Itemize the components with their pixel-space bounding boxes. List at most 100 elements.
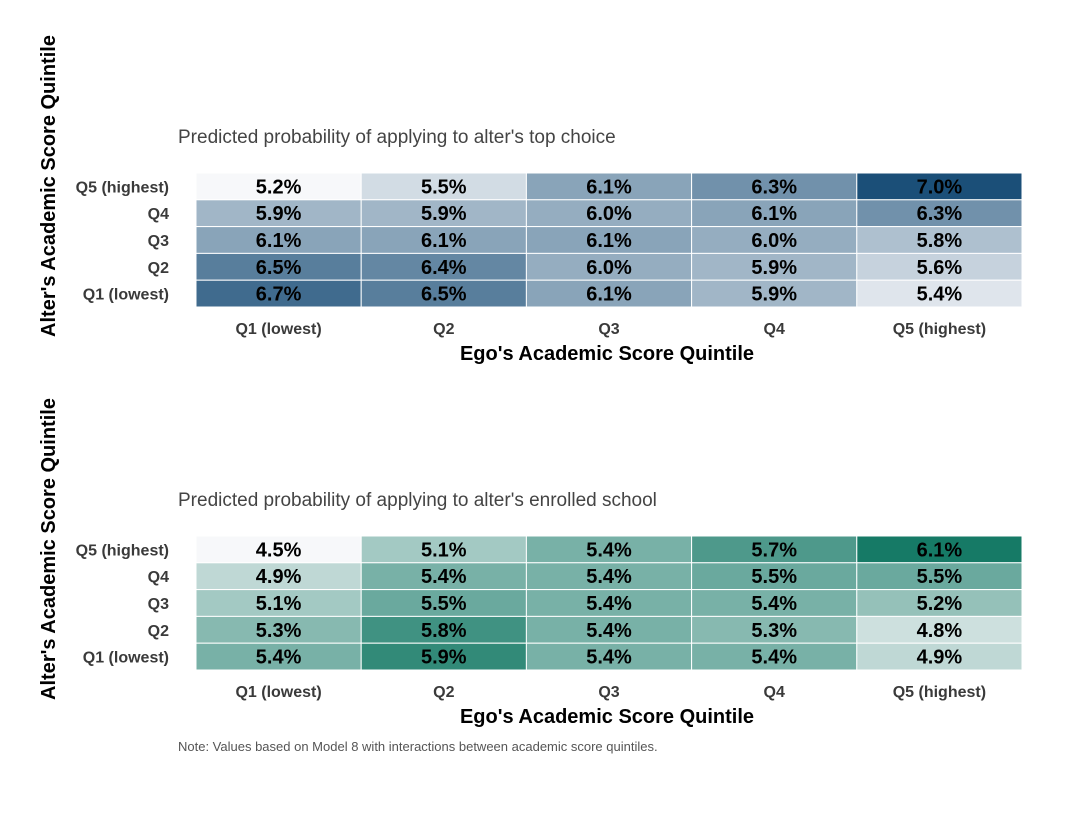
cell-value-label: 6.7% (256, 284, 302, 306)
cell-value-label: 6.5% (256, 257, 302, 279)
cell-value-label: 5.8% (421, 620, 467, 642)
heatmap-cell (525, 642, 693, 671)
heatmap-cell (360, 172, 527, 201)
x-tick-label: Q2 (433, 321, 454, 338)
y-tick-label: Q5 (highest) (76, 179, 169, 196)
cell-value-label: 6.0% (586, 257, 632, 279)
heatmap-cell (360, 589, 527, 617)
cell-value-label: 5.2% (256, 176, 302, 198)
heatmap-cell (360, 226, 527, 254)
cell-value-label: 4.9% (256, 566, 302, 588)
heatmap-cell (856, 535, 1023, 564)
heatmap-cell (195, 199, 362, 228)
heatmap-cell (525, 535, 693, 564)
cell-value-label: 5.3% (256, 620, 302, 642)
cell-value-label: 5.4% (586, 620, 632, 642)
heatmap-cell (525, 279, 693, 308)
cell-value-label: 7.0% (917, 176, 963, 198)
cell-value-label: 6.5% (421, 284, 467, 306)
cell-value-label: 6.4% (421, 257, 467, 279)
y-tick-label: Q2 (148, 623, 169, 640)
cell-value-label: 4.8% (917, 620, 963, 642)
cell-value-label: 5.5% (917, 566, 963, 588)
cell-value-label: 5.3% (751, 620, 797, 642)
heatmap-cell (525, 172, 693, 201)
y-tick-label: Q2 (148, 260, 169, 277)
y-axis-title: Alter's Academic Score Quintile (38, 35, 60, 337)
panel-title: Predicted probability of applying to alt… (178, 490, 657, 511)
heatmap-cell (856, 199, 1023, 228)
x-tick-label: Q5 (highest) (893, 684, 986, 701)
y-tick-label: Q3 (148, 233, 169, 250)
heatmap-cell (195, 642, 362, 671)
cell-value-label: 5.4% (751, 647, 797, 669)
cell-value-label: 5.1% (421, 539, 467, 561)
heatmap-cell (691, 589, 858, 617)
cell-value-label: 5.6% (917, 257, 963, 279)
heatmap-cell (856, 252, 1023, 281)
x-axis-title: Ego's Academic Score Quintile (460, 706, 754, 728)
cell-value-label: 6.0% (586, 203, 632, 225)
x-axis-title: Ego's Academic Score Quintile (460, 343, 754, 365)
cell-value-label: 6.1% (421, 230, 467, 252)
y-tick-label: Q1 (lowest) (83, 650, 169, 667)
cell-value-label: 5.4% (586, 593, 632, 615)
cell-value-label: 6.3% (751, 176, 797, 198)
cell-value-label: 4.5% (256, 539, 302, 561)
x-tick-label: Q3 (598, 684, 619, 701)
heatmap-cell (360, 535, 527, 564)
heatmap-cell (360, 279, 527, 308)
x-tick-label: Q5 (highest) (893, 321, 986, 338)
cell-value-label: 5.4% (421, 566, 467, 588)
cell-value-label: 5.4% (586, 539, 632, 561)
cell-value-label: 5.4% (586, 647, 632, 669)
cell-value-label: 5.9% (751, 257, 797, 279)
cell-value-label: 5.4% (917, 284, 963, 306)
heatmap-cell (195, 589, 362, 617)
heatmap-cell (691, 642, 858, 671)
x-tick-label: Q3 (598, 321, 619, 338)
heatmap-cell (691, 226, 858, 254)
cell-value-label: 6.1% (586, 284, 632, 306)
cell-value-label: 5.4% (586, 566, 632, 588)
heatmap-cell (525, 199, 693, 228)
heatmap-cell (856, 615, 1023, 644)
cell-value-label: 5.9% (751, 284, 797, 306)
y-axis-title: Alter's Academic Score Quintile (38, 398, 60, 700)
y-tick-label: Q5 (highest) (76, 542, 169, 559)
cell-value-label: 5.2% (917, 593, 963, 615)
heatmap-cell (360, 642, 527, 671)
y-tick-label: Q3 (148, 596, 169, 613)
cell-value-label: 5.4% (751, 593, 797, 615)
heatmap-cell (195, 279, 362, 308)
heatmap-cell (195, 172, 362, 201)
heatmap-cell (195, 252, 362, 281)
cell-value-label: 5.7% (751, 539, 797, 561)
cell-value-label: 6.3% (917, 203, 963, 225)
x-tick-label: Q1 (lowest) (235, 684, 321, 701)
heatmap-cell (856, 642, 1023, 671)
x-tick-label: Q2 (433, 684, 454, 701)
heatmap-cell (525, 615, 693, 644)
x-tick-label: Q1 (lowest) (235, 321, 321, 338)
cell-value-label: 5.4% (256, 647, 302, 669)
heatmap-cell (691, 252, 858, 281)
x-tick-label: Q4 (764, 684, 785, 701)
heatmap-panel-top-choice: Predicted probability of applying to alt… (38, 35, 1023, 365)
x-tick-label: Q4 (764, 321, 785, 338)
y-tick-label: Q4 (148, 569, 169, 586)
cell-value-label: 6.1% (586, 176, 632, 198)
heatmap-cell (195, 562, 362, 591)
heatmap-cell (360, 615, 527, 644)
cell-value-label: 6.1% (586, 230, 632, 252)
heatmap-panel-enrolled-school: Predicted probability of applying to alt… (38, 398, 1023, 728)
cell-value-label: 6.1% (751, 203, 797, 225)
figure-note: Note: Values based on Model 8 with inter… (178, 739, 658, 754)
cell-value-label: 6.0% (751, 230, 797, 252)
cell-value-label: 5.8% (917, 230, 963, 252)
y-tick-label: Q4 (148, 206, 169, 223)
cell-value-label: 5.9% (421, 647, 467, 669)
panel-title: Predicted probability of applying to alt… (178, 127, 616, 148)
heatmap-cell (360, 252, 527, 281)
